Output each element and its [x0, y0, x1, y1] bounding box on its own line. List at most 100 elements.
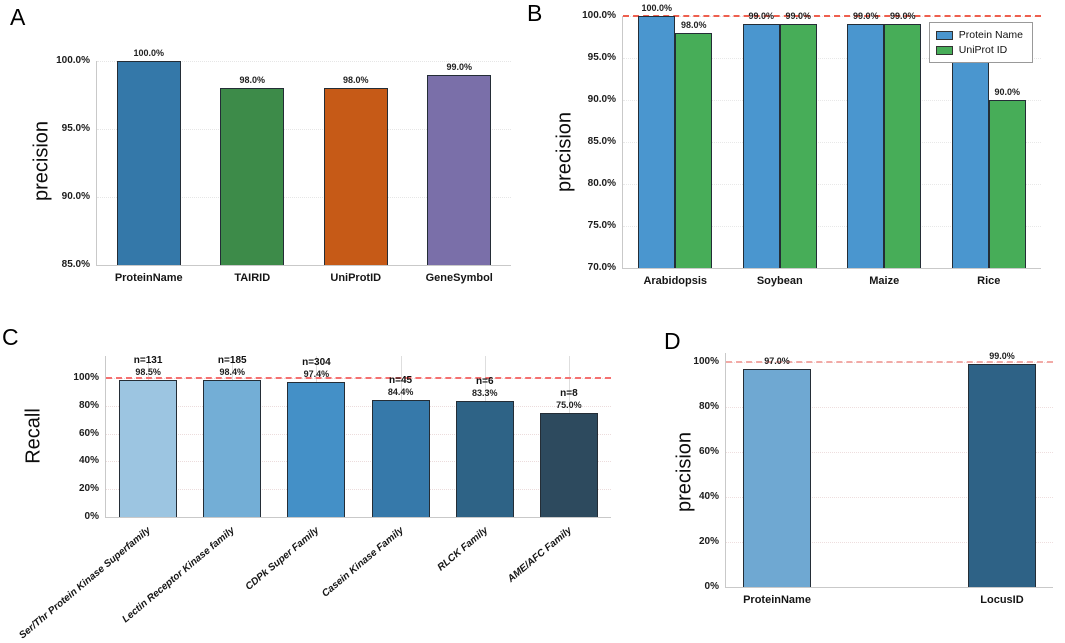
y-tick-label: 90.0%	[587, 94, 616, 105]
y-tick-label: 70.0%	[587, 262, 616, 273]
bar-count-label: n=8	[560, 387, 578, 399]
bar-value-label: 99.0%	[852, 11, 879, 22]
reference-line-100pct	[726, 361, 1053, 363]
bar-value-label: 99.0%	[989, 351, 1015, 362]
legend-label: Protein Name	[958, 29, 1023, 41]
gridline-horizontal	[623, 226, 1041, 227]
bar-tairid	[220, 88, 285, 265]
y-tick-label: 95.0%	[61, 123, 90, 134]
reference-line-100pct	[106, 377, 611, 380]
x-category-label: Soybean	[756, 275, 803, 287]
y-tick-label: 20%	[78, 483, 99, 495]
y-tick-label: 60%	[78, 427, 99, 439]
bar-proteinname	[116, 61, 181, 265]
gridline-horizontal	[106, 489, 611, 491]
x-category-label: Rice	[977, 275, 1001, 287]
x-category-label: ProteinName	[743, 594, 811, 606]
gridline-horizontal	[106, 461, 611, 463]
gridline-horizontal	[623, 184, 1041, 185]
reference-line-100pct	[623, 15, 1041, 17]
bar-value-label: 98.4%	[219, 367, 246, 378]
bar-ser-thr-protein-kinase-superfamily	[119, 380, 178, 517]
gridline-horizontal	[726, 407, 1053, 408]
bar-genesymbol	[427, 74, 492, 265]
y-tick-label: 40%	[698, 491, 719, 502]
bar-count-label: n=6	[475, 376, 494, 388]
bar-lectin-receptor-kinase-family	[203, 380, 262, 517]
bar-arabidopsis-uniprot-id	[675, 32, 713, 268]
legend-item: UniProt ID	[935, 44, 1023, 56]
panel-c: C Recall 0% 20% 40% 60% 80% 100% 98.5% n=131 Ser…	[0, 320, 660, 643]
panel-letter-b: B	[527, 0, 543, 26]
legend: Protein Name UniProt ID	[928, 22, 1033, 63]
bar-value-label: 100.0%	[133, 48, 165, 58]
x-category-label: Arabidopsis	[643, 275, 708, 287]
y-tick-label: 100%	[693, 356, 719, 367]
bar-proteinname	[743, 368, 811, 587]
y-tick-label: 20%	[698, 536, 719, 547]
y-tick-label: 0%	[704, 581, 719, 592]
bar-value-label: 99.0%	[748, 11, 775, 22]
x-category-label: Ser/Thr Protein Kinase Superfamily	[17, 525, 154, 642]
bar-rlck-family	[455, 401, 514, 517]
bar-uniprotid	[323, 88, 388, 265]
gridline-horizontal	[726, 452, 1053, 453]
gridline-horizontal	[726, 542, 1053, 543]
x-category-label: GeneSymbol	[425, 272, 493, 284]
y-tick-label: 90.0%	[61, 191, 90, 202]
bar-value-label: 98.0%	[680, 19, 707, 30]
bar-value-label: 83.3%	[471, 388, 498, 399]
y-tick-label: 100.0%	[582, 10, 616, 21]
bar-count-label: n=185	[217, 355, 247, 367]
bar-arabidopsis-protein-name	[638, 16, 676, 268]
bar-ame-afc-family	[539, 412, 598, 517]
panel-d: D precision 0% 20% 40% 60% 80% 100% 97.0% Prote…	[640, 320, 1065, 643]
bar-count-label: n=304	[302, 356, 331, 368]
bar-value-label: 97.4%	[303, 368, 330, 379]
panel-letter-d: D	[664, 328, 681, 354]
y-tick-label: 85.0%	[61, 259, 90, 270]
bar-soybean-uniprot-id	[779, 24, 817, 268]
y-tick-label: 40%	[78, 455, 99, 467]
bar-value-label: 99.0%	[446, 61, 473, 72]
y-tick-label: 80%	[78, 399, 99, 411]
y-tick-label: 80%	[698, 401, 719, 412]
x-category-label: TAIRID	[234, 272, 271, 284]
y-tick-label: 0%	[84, 511, 99, 522]
bar-casein-kinase-family	[371, 399, 430, 517]
gridline-horizontal	[106, 405, 611, 407]
gridline-horizontal	[97, 61, 511, 62]
y-tick-label: 60%	[698, 446, 719, 457]
bar-value-label: 99.0%	[785, 11, 812, 22]
plot-area-c: 0% 20% 40% 60% 80% 100% 98.5% n=131 Ser/Thr Prot…	[18, 355, 611, 641]
bar-value-label: 98.0%	[342, 75, 369, 86]
x-category-label: CDPk Super Family	[243, 525, 322, 593]
bar-value-label: 75.0%	[556, 399, 582, 410]
bar-value-label: 100.0%	[641, 3, 673, 13]
y-tick-label: 100%	[73, 372, 99, 384]
y-tick-label: 80.0%	[587, 178, 616, 189]
x-category-label: UniProtID	[330, 272, 382, 284]
y-tick-label: 85.0%	[587, 136, 616, 147]
x-category-label: RLCK Family	[435, 525, 490, 574]
bar-cdpk-super-family	[287, 381, 346, 517]
bar-value-label: 97.0%	[764, 355, 790, 366]
panel-a: A precision 85.0% 90.0% 95.0% 100.0% 100.0% P…	[0, 0, 525, 320]
bar-value-label: 98.0%	[239, 75, 266, 86]
bar-maize-uniprot-id	[884, 24, 922, 268]
panel-letter-a: A	[10, 4, 26, 30]
legend-swatch	[935, 45, 953, 55]
x-category-label: LocusID	[980, 594, 1024, 606]
bar-rice-uniprot-id	[988, 100, 1026, 268]
legend-item: Protein Name	[935, 29, 1023, 41]
bar-count-label: n=131	[133, 355, 163, 367]
gridline-horizontal	[623, 100, 1041, 101]
y-tick-label: 75.0%	[587, 220, 616, 231]
bar-value-label: 90.0%	[994, 87, 1021, 97]
bar-soybean-protein-name	[742, 24, 780, 268]
gridline-horizontal	[726, 497, 1053, 498]
bar-value-label: 98.5%	[135, 367, 161, 378]
y-tick-label: 100.0%	[56, 55, 90, 66]
y-tick-label: 95.0%	[587, 52, 616, 63]
